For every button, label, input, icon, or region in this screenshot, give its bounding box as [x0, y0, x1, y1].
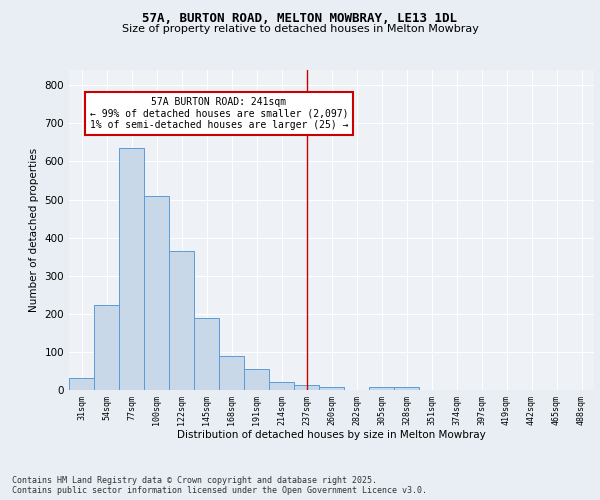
Bar: [169, 251, 194, 390]
Bar: [119, 148, 144, 390]
Bar: [219, 356, 244, 390]
Bar: [269, 382, 294, 390]
Bar: [194, 318, 219, 390]
Text: 57A BURTON ROAD: 241sqm
← 99% of detached houses are smaller (2,097)
1% of semi-: 57A BURTON ROAD: 241sqm ← 99% of detache…: [90, 96, 348, 130]
Bar: [319, 387, 344, 390]
Text: 57A, BURTON ROAD, MELTON MOWBRAY, LE13 1DL: 57A, BURTON ROAD, MELTON MOWBRAY, LE13 1…: [143, 12, 458, 26]
Bar: [144, 196, 169, 390]
Text: Contains HM Land Registry data © Crown copyright and database right 2025.
Contai: Contains HM Land Registry data © Crown c…: [12, 476, 427, 495]
X-axis label: Distribution of detached houses by size in Melton Mowbray: Distribution of detached houses by size …: [177, 430, 486, 440]
Bar: [294, 385, 319, 390]
Y-axis label: Number of detached properties: Number of detached properties: [29, 148, 39, 312]
Bar: [394, 387, 419, 390]
Bar: [369, 388, 394, 390]
Text: Size of property relative to detached houses in Melton Mowbray: Size of property relative to detached ho…: [122, 24, 478, 34]
Bar: [94, 304, 119, 390]
Bar: [244, 369, 269, 390]
Bar: [69, 378, 94, 390]
